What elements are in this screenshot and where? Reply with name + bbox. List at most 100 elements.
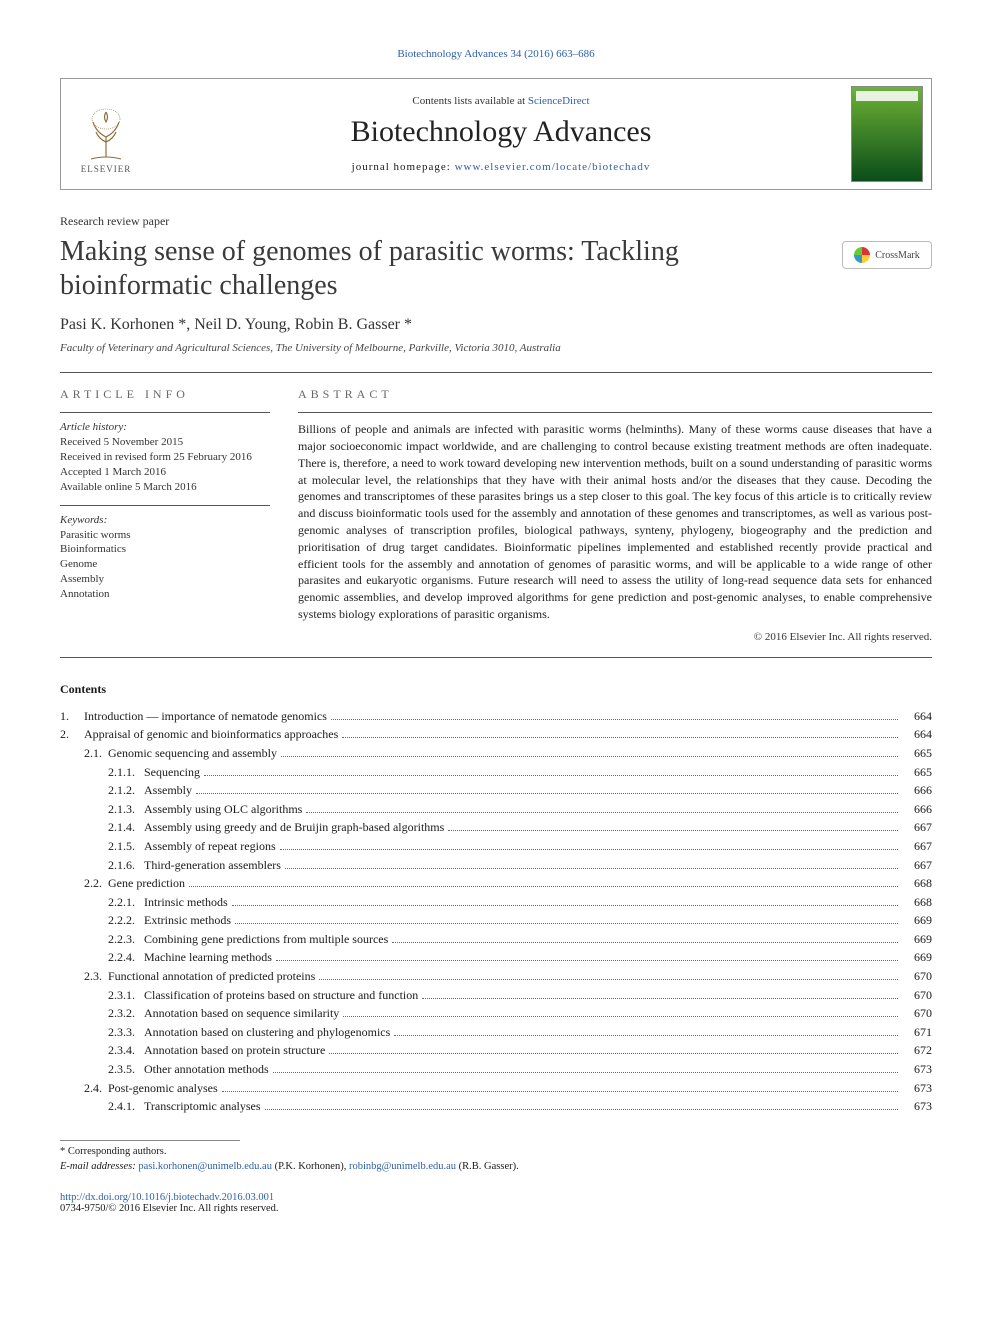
toc-leader-dots — [331, 719, 898, 720]
toc-title: Introduction — importance of nematode ge… — [84, 707, 327, 726]
toc-page: 664 — [902, 725, 932, 744]
abstract-column: ABSTRACT Billions of people and animals … — [298, 387, 932, 643]
toc-leader-dots — [232, 905, 898, 906]
toc-entry[interactable]: 1.Introduction — importance of nematode … — [60, 707, 932, 726]
toc-leader-dots — [273, 1072, 898, 1073]
toc-entry[interactable]: 2.2.1.Intrinsic methods 668 — [60, 893, 932, 912]
toc-leader-dots — [329, 1053, 898, 1054]
toc-number: 2.4. — [60, 1079, 108, 1098]
author-email-link[interactable]: pasi.korhonen@unimelb.edu.au — [138, 1161, 272, 1172]
toc-page: 669 — [902, 948, 932, 967]
toc-number: 2.1.2. — [60, 781, 144, 800]
toc-title: Gene prediction — [108, 874, 185, 893]
email-addresses-line: E-mail addresses: pasi.korhonen@unimelb.… — [60, 1160, 932, 1175]
toc-title: Assembly using OLC algorithms — [144, 800, 302, 819]
toc-title: Classification of proteins based on stru… — [144, 986, 418, 1005]
keywords-heading: Keywords: — [60, 514, 270, 526]
toc-page: 667 — [902, 856, 932, 875]
toc-entry[interactable]: 2.1.4.Assembly using greedy and de Bruij… — [60, 818, 932, 837]
sciencedirect-link[interactable]: ScienceDirect — [528, 95, 590, 107]
toc-number: 2.1.6. — [60, 856, 144, 875]
toc-entry[interactable]: 2.2.2.Extrinsic methods669 — [60, 911, 932, 930]
article-info-column: ARTICLE INFO Article history: Received 5… — [60, 387, 270, 643]
toc-leader-dots — [204, 775, 898, 776]
toc-title: Transcriptomic analyses — [144, 1097, 261, 1116]
toc-entry[interactable]: 2.1.2.Assembly 666 — [60, 781, 932, 800]
toc-leader-dots — [222, 1091, 898, 1092]
toc-entry[interactable]: 2.2.4.Machine learning methods669 — [60, 948, 932, 967]
toc-entry[interactable]: 2.3.3.Annotation based on clustering and… — [60, 1023, 932, 1042]
toc-leader-dots — [448, 830, 898, 831]
footnote-rule — [60, 1140, 240, 1141]
keyword: Annotation — [60, 587, 270, 602]
toc-entry[interactable]: 2.Appraisal of genomic and bioinformatic… — [60, 725, 932, 744]
article-type: Research review paper — [60, 214, 932, 229]
article-title: Making sense of genomes of parasitic wor… — [60, 235, 822, 302]
toc-leader-dots — [306, 812, 898, 813]
keyword: Assembly — [60, 572, 270, 587]
toc-entry[interactable]: 2.3.5.Other annotation methods673 — [60, 1060, 932, 1079]
toc-title: Genomic sequencing and assembly — [108, 744, 277, 763]
crossmark-label: CrossMark — [875, 250, 919, 261]
issn-copyright: 0734-9750/© 2016 Elsevier Inc. All right… — [60, 1203, 932, 1214]
toc-entry[interactable]: 2.1.5.Assembly of repeat regions667 — [60, 837, 932, 856]
toc-title: Assembly of repeat regions — [144, 837, 276, 856]
toc-entry[interactable]: 2.3.Functional annotation of predicted p… — [60, 967, 932, 986]
toc-entry[interactable]: 2.1.Genomic sequencing and assembly665 — [60, 744, 932, 763]
toc-entry[interactable]: 2.3.4.Annotation based on protein struct… — [60, 1041, 932, 1060]
toc-entry[interactable]: 2.1.1.Sequencing665 — [60, 763, 932, 782]
toc-title: Functional annotation of predicted prote… — [108, 967, 315, 986]
toc-leader-dots — [189, 886, 898, 887]
toc-page: 666 — [902, 781, 932, 800]
toc-number: 2.4.1. — [60, 1097, 144, 1116]
table-of-contents: 1.Introduction — importance of nematode … — [60, 707, 932, 1116]
keyword: Genome — [60, 557, 270, 572]
toc-title: Annotation based on protein structure — [144, 1041, 325, 1060]
toc-number: 2.3.3. — [60, 1023, 144, 1042]
contents-heading: Contents — [60, 682, 932, 697]
divider — [60, 372, 932, 373]
toc-leader-dots — [319, 979, 898, 980]
toc-entry[interactable]: 2.2.3.Combining gene predictions from mu… — [60, 930, 932, 949]
toc-title: Post-genomic analyses — [108, 1079, 218, 1098]
keyword: Parasitic worms — [60, 528, 270, 543]
article-history-line: Received in revised form 25 February 201… — [60, 450, 270, 465]
toc-page: 668 — [902, 893, 932, 912]
publisher-name: ELSEVIER — [81, 164, 132, 174]
journal-citation-link[interactable]: Biotechnology Advances 34 (2016) 663–686 — [397, 48, 594, 60]
toc-title: Assembly using greedy and de Bruijin gra… — [144, 818, 444, 837]
toc-leader-dots — [422, 998, 898, 999]
toc-entry[interactable]: 2.1.3.Assembly using OLC algorithms666 — [60, 800, 932, 819]
journal-cover-thumbnail — [851, 86, 923, 182]
journal-homepage-line: journal homepage: www.elsevier.com/locat… — [151, 161, 851, 173]
toc-entry[interactable]: 2.4.Post-genomic analyses673 — [60, 1079, 932, 1098]
toc-title: Appraisal of genomic and bioinformatics … — [84, 725, 338, 744]
toc-title: Sequencing — [144, 763, 200, 782]
crossmark-badge[interactable]: CrossMark — [842, 241, 932, 269]
toc-page: 668 — [902, 874, 932, 893]
affiliation: Faculty of Veterinary and Agricultural S… — [60, 342, 932, 354]
abstract-text: Billions of people and animals are infec… — [298, 421, 932, 623]
doi-link[interactable]: http://dx.doi.org/10.1016/j.biotechadv.2… — [60, 1192, 274, 1203]
toc-entry[interactable]: 2.3.2.Annotation based on sequence simil… — [60, 1004, 932, 1023]
toc-page: 667 — [902, 837, 932, 856]
toc-entry[interactable]: 2.1.6.Third-generation assemblers667 — [60, 856, 932, 875]
toc-title: Intrinsic methods — [144, 893, 228, 912]
journal-homepage-link[interactable]: www.elsevier.com/locate/biotechadv — [455, 161, 651, 173]
toc-title: Annotation based on clustering and phylo… — [144, 1023, 390, 1042]
crossmark-icon — [854, 247, 870, 263]
article-history-line: Accepted 1 March 2016 — [60, 465, 270, 480]
toc-entry[interactable]: 2.4.1.Transcriptomic analyses673 — [60, 1097, 932, 1116]
author-email-link[interactable]: robinbg@unimelb.edu.au — [349, 1161, 456, 1172]
toc-title: Machine learning methods — [144, 948, 272, 967]
toc-leader-dots — [265, 1109, 898, 1110]
toc-entry[interactable]: 2.3.1.Classification of proteins based o… — [60, 986, 932, 1005]
toc-page: 672 — [902, 1041, 932, 1060]
toc-leader-dots — [280, 849, 898, 850]
toc-number: 2.2.1. — [60, 893, 144, 912]
toc-entry[interactable]: 2.2.Gene prediction668 — [60, 874, 932, 893]
toc-title: Assembly — [144, 781, 192, 800]
abstract-heading: ABSTRACT — [298, 387, 932, 402]
keyword: Bioinformatics — [60, 542, 270, 557]
toc-number: 2.3.4. — [60, 1041, 144, 1060]
